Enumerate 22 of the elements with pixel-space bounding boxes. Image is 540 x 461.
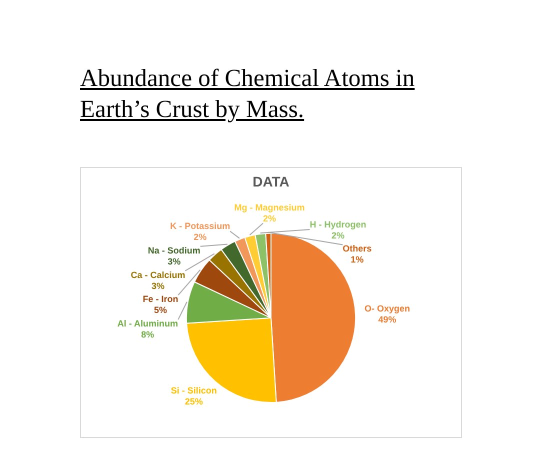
data-label: 3%: [151, 280, 164, 291]
slice-label: Fe - Iron: [142, 294, 178, 304]
data-label: 3%: [168, 256, 181, 266]
data-label: 5%: [154, 305, 167, 316]
data-label: 1%: [350, 254, 364, 265]
chart-subtitle: DATA: [252, 173, 290, 190]
slice-label: H - Hydrogen: [310, 220, 366, 230]
slice-label: Ca - Calcium: [130, 270, 186, 280]
data-label: 2%: [263, 213, 276, 224]
slice-label: Al - Aluminum: [117, 318, 178, 329]
data-label: 25%: [184, 396, 203, 406]
data-label: 2%: [332, 230, 345, 241]
data-label: 8%: [141, 330, 154, 340]
data-label: 2%: [194, 232, 207, 242]
slice-label: Na - Sodium: [148, 245, 200, 256]
slice-label: O- Oxygen: [364, 304, 410, 314]
slice-label: Others: [342, 244, 372, 254]
chart-title: Abundance of Chemical Atoms in Earth’s Crust by Mass.: [80, 64, 416, 125]
slice-label: K - Potassium: [170, 221, 230, 232]
slice-label: Si - Silicon: [170, 385, 217, 396]
data-label: 49%: [378, 314, 396, 325]
slice-label: Mg - Magnesium: [234, 202, 305, 212]
